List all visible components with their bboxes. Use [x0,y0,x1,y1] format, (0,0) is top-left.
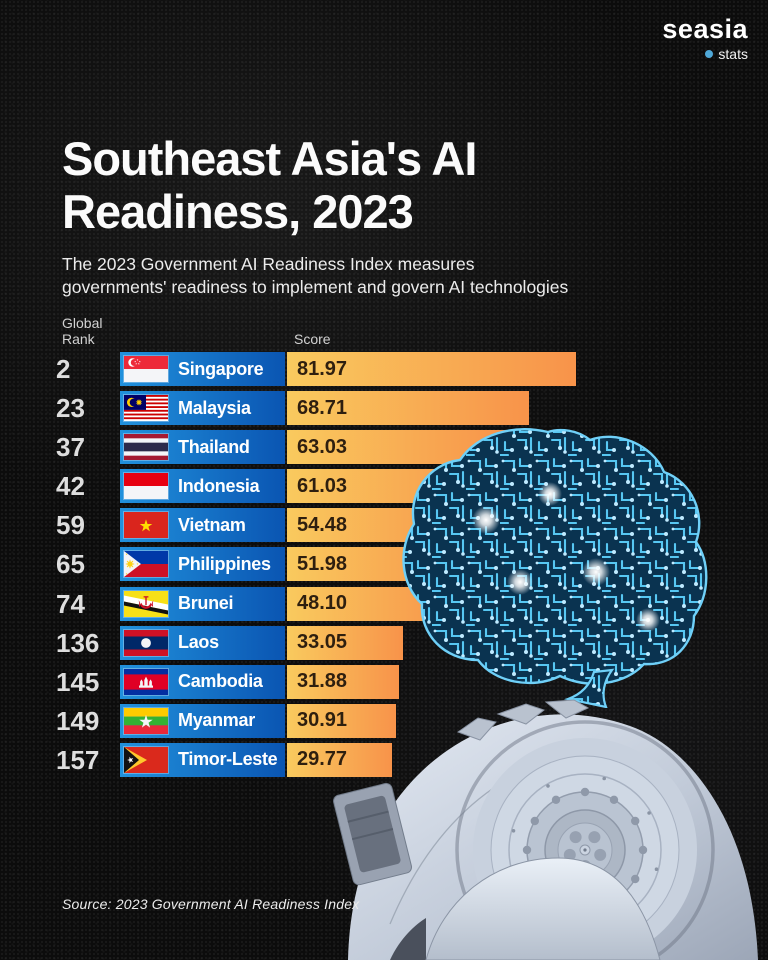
column-header-global-rank: Global Rank [62,315,103,347]
score-value: 30.91 [297,709,348,732]
country-label: Philippines [120,547,285,582]
score-value: 48.10 [297,592,348,615]
score-bar: 30.91 [287,703,396,738]
brunei-flag [124,590,168,617]
timor-leste-flag [124,746,168,773]
country-name: Malaysia [178,397,251,418]
table-row: 136 Laos 33.05 [0,625,768,660]
logo-brand-text: seasia [662,14,748,44]
country-name: Timor-Leste [178,749,278,770]
score-value: 31.88 [297,670,348,693]
rank-value: 37 [56,432,85,463]
singapore-flag [124,356,168,382]
ai-readiness-bar-chart: 2 Singapore 81.97 23 Malaysia 68.71 37 Thail… [0,352,768,782]
score-bar: 68.71 [287,391,529,426]
rank-value: 42 [56,471,85,502]
score-value: 61.03 [297,474,348,497]
score-bar: 29.77 [287,742,392,777]
laos-flag [124,629,168,656]
philippines-flag [124,551,168,578]
table-row: 2 Singapore 81.97 [0,352,768,386]
page-title: Southeast Asia's AI Readiness, 2023 [62,132,477,239]
robot-head-graphic [330,688,768,960]
country-label: Vietnam [120,508,285,543]
country-label: Thailand [120,430,285,465]
page-subtitle: The 2023 Government AI Readiness Index m… [62,253,568,299]
subtitle-line-2: governments' readiness to implement and … [62,277,569,298]
table-row: 65 Philippines 51.98 [0,547,768,582]
country-label: Malaysia [120,391,285,426]
myanmar-flag [124,707,168,734]
rank-value: 145 [56,666,100,697]
thailand-flag [124,434,168,461]
country-name: Cambodia [178,671,263,692]
score-value: 68.71 [297,396,348,419]
table-row: 23 Malaysia 68.71 [0,391,768,426]
seasia-stats-logo: seasia stats [662,14,748,63]
logo-dot-icon [705,50,714,58]
rank-value: 157 [56,744,100,775]
rank-header-line-1: Global [62,315,103,331]
score-bar: 31.88 [287,664,400,699]
rank-value: 136 [56,627,100,658]
rank-header-line-2: Rank [62,330,95,347]
country-name: Vietnam [178,514,246,535]
country-label: Singapore [120,352,285,386]
title-line-1: Southeast Asia's AI [62,132,477,185]
country-label: Cambodia [120,664,285,699]
country-name: Indonesia [178,475,260,496]
rank-value: 149 [56,705,100,736]
rank-value: 59 [56,510,85,541]
source-note: Source: 2023 Government AI Readiness Ind… [62,896,360,912]
country-label: Myanmar [120,703,285,738]
country-name: Brunei [178,593,234,614]
logo-tagline-text: stats [718,46,748,62]
score-value: 51.98 [297,552,348,575]
country-name: Laos [178,632,219,653]
score-value: 63.03 [297,435,348,458]
country-name: Philippines [178,553,271,574]
rank-value: 23 [56,393,85,424]
country-name: Thailand [178,436,250,457]
table-row: 42 Indonesia 61.03 [0,469,768,504]
country-label: Timor-Leste [120,742,285,777]
score-value: 81.97 [297,357,348,380]
country-name: Myanmar [178,710,255,731]
country-label: Brunei [120,586,285,621]
score-value: 29.77 [297,748,348,771]
rank-value: 2 [56,354,71,384]
score-bar: 81.97 [287,352,576,386]
table-row: 157 Timor-Leste 29.77 [0,742,768,777]
table-row: 149 Myanmar 30.91 [0,703,768,738]
country-label: Indonesia [120,469,285,504]
vietnam-flag [124,512,168,539]
rank-value: 65 [56,549,85,580]
column-header-score: Score [294,331,331,347]
score-value: 54.48 [297,513,348,536]
subtitle-line-1: The 2023 Government AI Readiness Index m… [62,254,475,274]
table-row: 145 Cambodia 31.88 [0,664,768,699]
score-value: 33.05 [297,631,348,654]
country-name: Singapore [178,358,264,379]
score-bar: 33.05 [287,625,404,660]
cambodia-flag [124,668,168,695]
title-line-2: Readiness, 2023 [62,185,414,239]
indonesia-flag [124,473,168,500]
country-label: Laos [120,625,285,660]
circuit-brain-graphic [398,422,712,709]
malaysia-flag [124,395,168,422]
rank-value: 74 [56,588,85,619]
